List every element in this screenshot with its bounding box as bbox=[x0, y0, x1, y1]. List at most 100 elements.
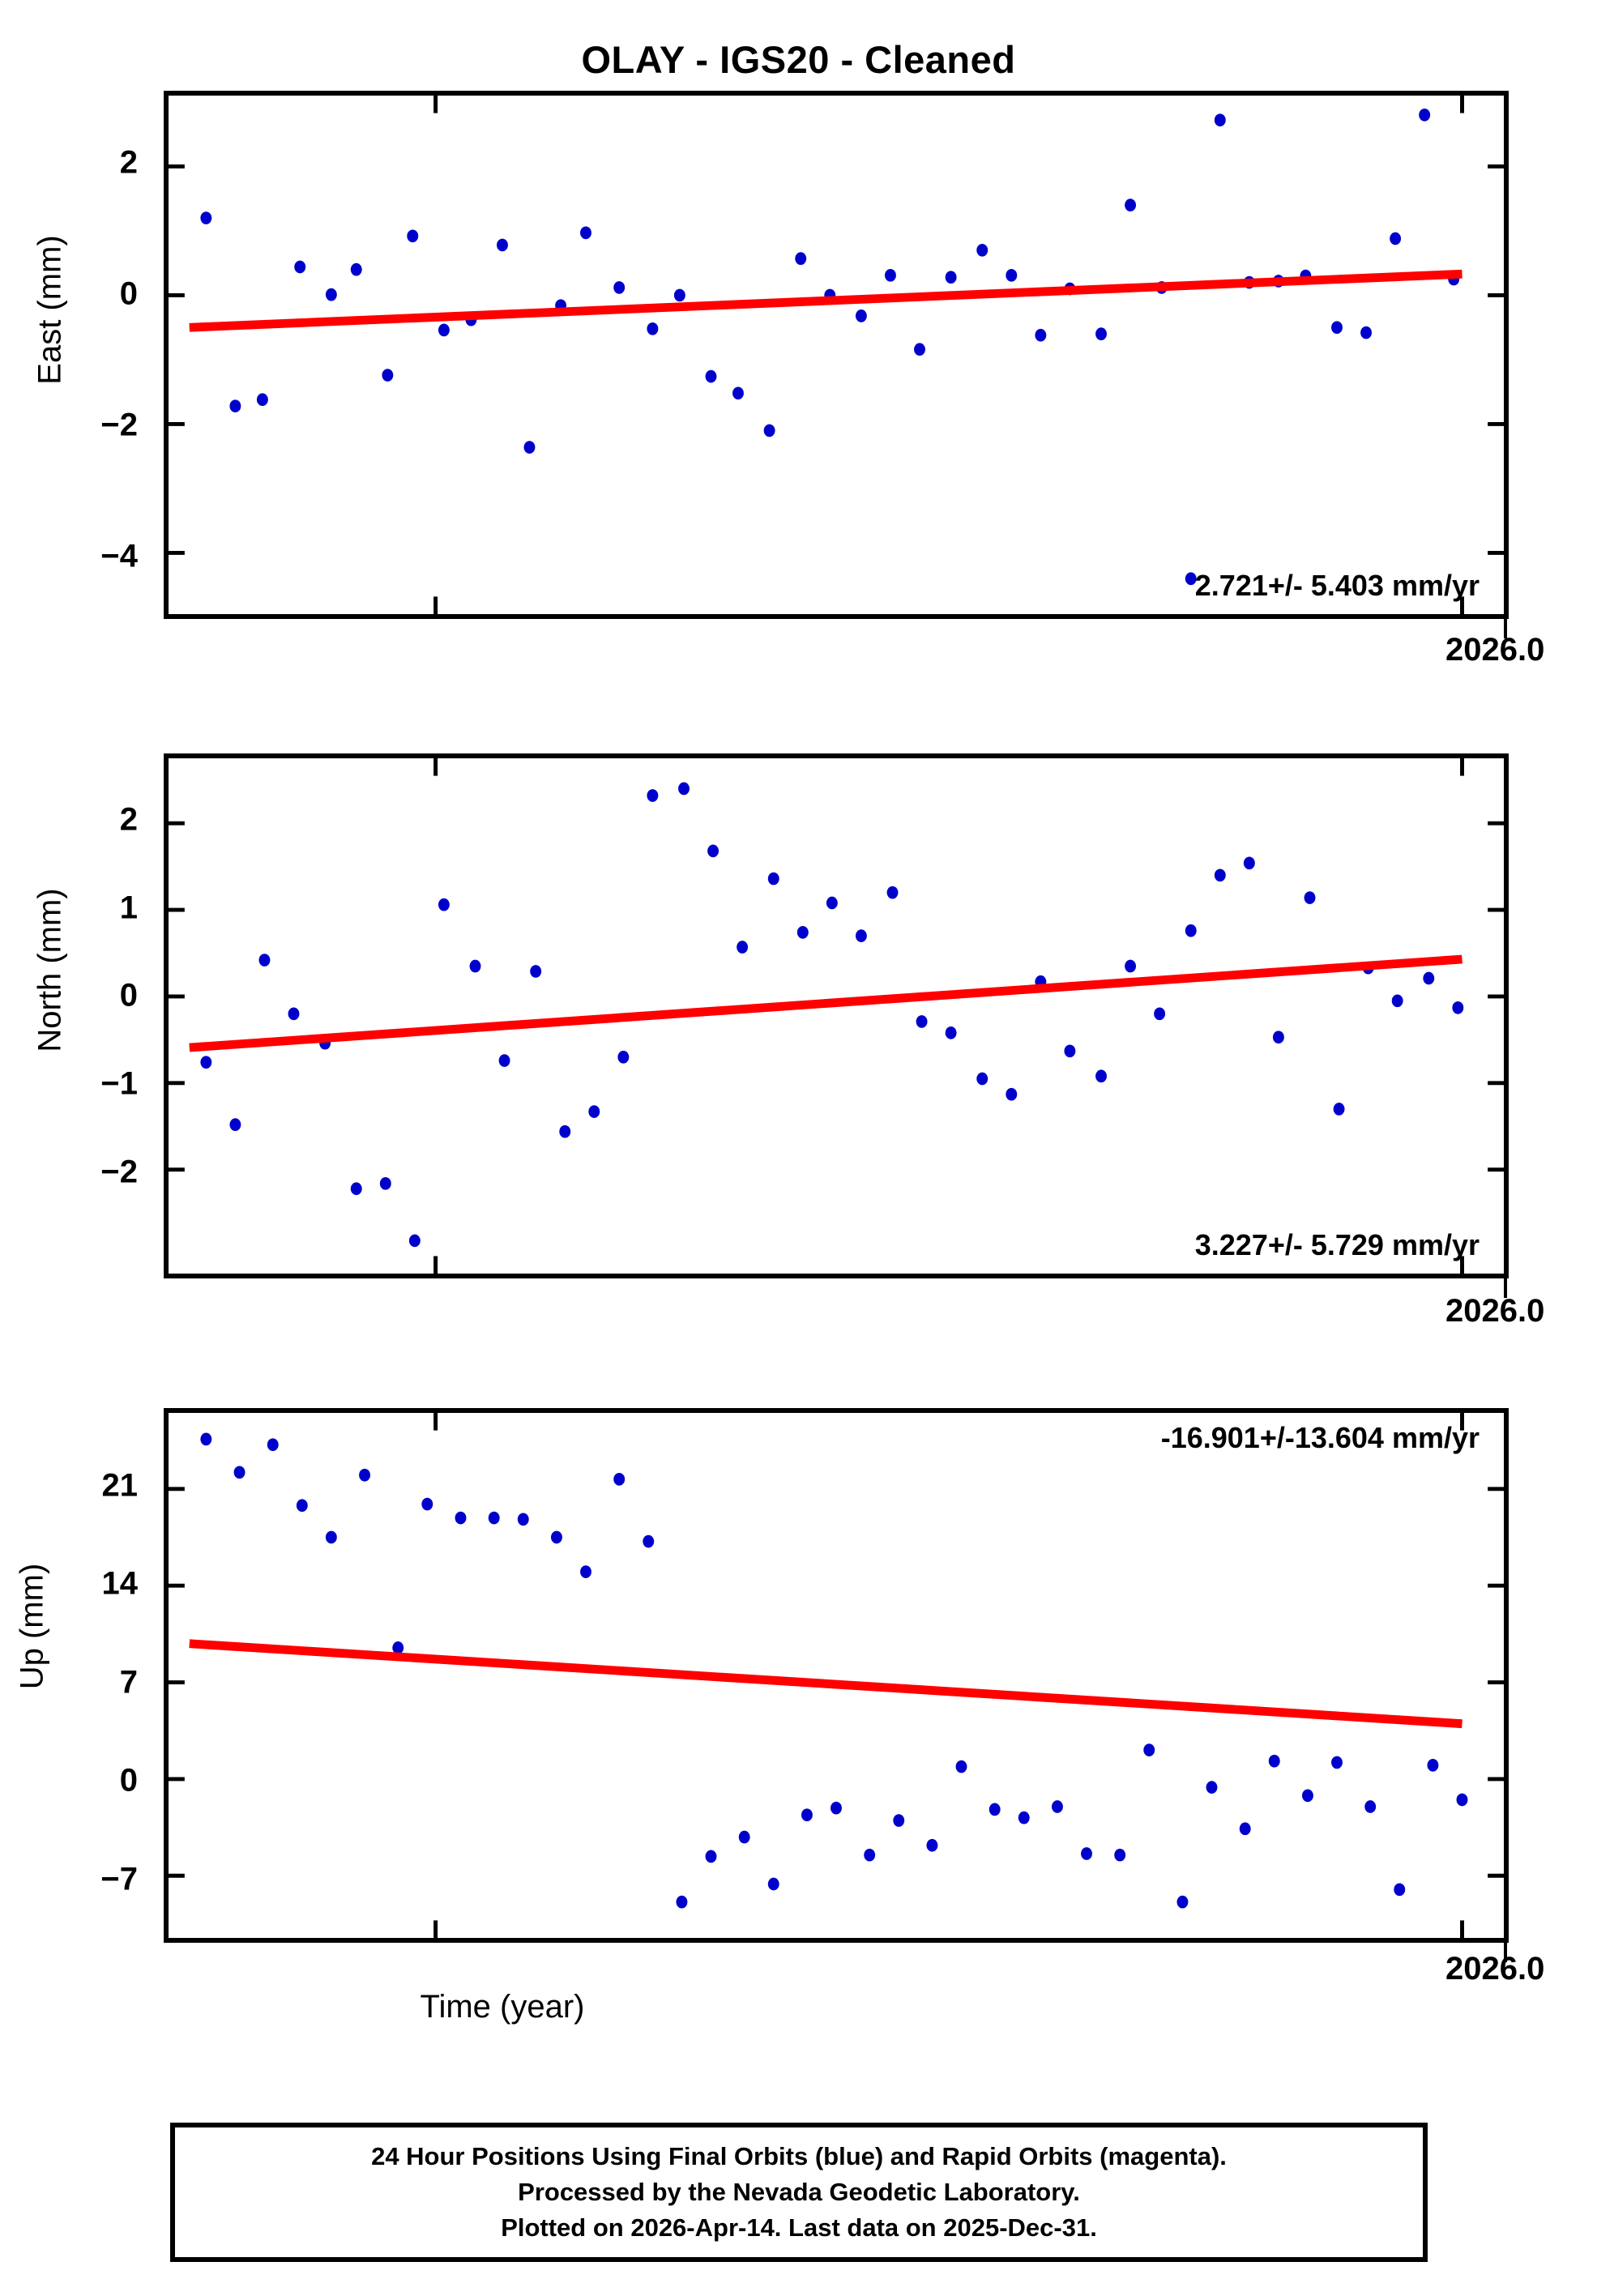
data-point bbox=[737, 941, 749, 954]
data-point bbox=[955, 1760, 967, 1773]
data-point bbox=[421, 1497, 433, 1511]
plot-area-up bbox=[169, 1413, 1504, 1938]
data-point bbox=[1423, 971, 1435, 985]
rate-annotation-north: 3.227+/- 5.729 mm/yr bbox=[1194, 1228, 1480, 1261]
data-point bbox=[647, 789, 659, 802]
panel-up: -16.901+/-13.604 mm/yr bbox=[164, 1408, 1509, 1943]
data-point bbox=[379, 1176, 391, 1190]
data-point bbox=[1268, 1754, 1280, 1768]
data-point bbox=[523, 441, 536, 454]
y-tick-label: 14 bbox=[101, 1565, 139, 1602]
data-point bbox=[613, 1472, 626, 1486]
x-tick-stub bbox=[1504, 1943, 1507, 1962]
data-point bbox=[647, 322, 659, 335]
data-point bbox=[763, 424, 775, 437]
data-point bbox=[1272, 1031, 1284, 1044]
data-point bbox=[438, 323, 450, 337]
data-point bbox=[886, 886, 899, 899]
data-point bbox=[1302, 1789, 1313, 1803]
data-point bbox=[229, 399, 241, 413]
y-tick-label: 0 bbox=[119, 977, 138, 1014]
y-tick-label: 21 bbox=[101, 1467, 139, 1504]
trend-line bbox=[189, 1639, 1462, 1729]
data-point bbox=[678, 782, 690, 796]
x-axis-tick-north: 2026.0 bbox=[1445, 1293, 1545, 1329]
panel-east: 2.721+/- 5.403 mm/yr bbox=[164, 91, 1509, 619]
data-point bbox=[1427, 1758, 1439, 1772]
data-point bbox=[1185, 572, 1197, 586]
y-tick-label: 0 bbox=[119, 275, 138, 312]
data-point bbox=[488, 1511, 500, 1525]
trend-line bbox=[189, 954, 1462, 1052]
data-point bbox=[382, 369, 394, 382]
data-point bbox=[498, 1054, 510, 1067]
data-point bbox=[256, 393, 268, 407]
data-point bbox=[1052, 1800, 1063, 1813]
data-point bbox=[233, 1466, 246, 1479]
data-point bbox=[229, 1118, 241, 1131]
data-point bbox=[826, 896, 838, 910]
data-point bbox=[1304, 891, 1316, 904]
data-point bbox=[325, 1530, 337, 1544]
y-tick-label: −7 bbox=[100, 1861, 138, 1897]
data-point bbox=[864, 1848, 876, 1862]
data-point bbox=[1214, 113, 1226, 127]
data-point bbox=[673, 288, 685, 302]
data-point bbox=[1390, 232, 1402, 245]
footer-line-2: Processed by the Nevada Geodetic Laborat… bbox=[518, 2177, 1080, 2206]
data-point bbox=[945, 1026, 957, 1039]
data-point bbox=[945, 271, 957, 284]
plot-area-north bbox=[169, 758, 1504, 1274]
plot-area-east bbox=[169, 96, 1504, 614]
y-tick-label: −4 bbox=[100, 538, 138, 574]
data-point bbox=[1456, 1793, 1468, 1807]
data-point bbox=[559, 1125, 571, 1138]
data-point bbox=[926, 1838, 938, 1852]
data-point bbox=[580, 1565, 591, 1578]
y-tick-label: 7 bbox=[119, 1664, 138, 1701]
x-axis-tick-east: 2026.0 bbox=[1445, 632, 1545, 668]
data-point bbox=[1419, 108, 1431, 122]
data-point bbox=[989, 1803, 1001, 1816]
data-point bbox=[976, 243, 989, 257]
data-point bbox=[1095, 1069, 1107, 1083]
x-axis-tick-up: 2026.0 bbox=[1445, 1951, 1545, 1987]
data-point bbox=[732, 386, 744, 400]
data-point bbox=[1095, 327, 1107, 341]
y-tick-label: 0 bbox=[119, 1762, 138, 1799]
data-point bbox=[469, 959, 481, 973]
data-point bbox=[350, 262, 362, 276]
data-point bbox=[916, 1015, 928, 1028]
data-point bbox=[914, 343, 925, 356]
y-axis-label-north: North (mm) bbox=[32, 888, 68, 1052]
data-point bbox=[1018, 1811, 1030, 1824]
data-point bbox=[855, 929, 867, 942]
data-point bbox=[893, 1814, 905, 1827]
y-axis-label-up: Up (mm) bbox=[14, 1563, 50, 1690]
data-point bbox=[517, 1513, 529, 1526]
data-point bbox=[530, 965, 542, 978]
data-point bbox=[455, 1511, 467, 1525]
data-point bbox=[1331, 1756, 1343, 1769]
data-point bbox=[1206, 1781, 1218, 1794]
data-point bbox=[1064, 1044, 1076, 1058]
panel-north: 3.227+/- 5.729 mm/yr bbox=[164, 753, 1509, 1278]
data-point bbox=[1006, 1087, 1018, 1101]
data-point bbox=[1364, 1800, 1377, 1813]
data-point bbox=[705, 1850, 717, 1863]
data-point bbox=[676, 1895, 688, 1909]
data-point bbox=[801, 1808, 813, 1822]
data-point bbox=[1035, 328, 1047, 342]
y-tick-label: −2 bbox=[100, 1154, 138, 1190]
data-point bbox=[1143, 1743, 1155, 1756]
data-point bbox=[855, 309, 867, 322]
data-point bbox=[1394, 1883, 1406, 1897]
data-point bbox=[296, 1499, 308, 1513]
trend-line bbox=[189, 269, 1462, 332]
y-tick-label: 1 bbox=[119, 890, 138, 926]
data-point bbox=[885, 268, 896, 282]
rate-annotation-east: 2.721+/- 5.403 mm/yr bbox=[1194, 569, 1480, 602]
data-point bbox=[1452, 1001, 1464, 1014]
data-point bbox=[350, 1182, 362, 1196]
